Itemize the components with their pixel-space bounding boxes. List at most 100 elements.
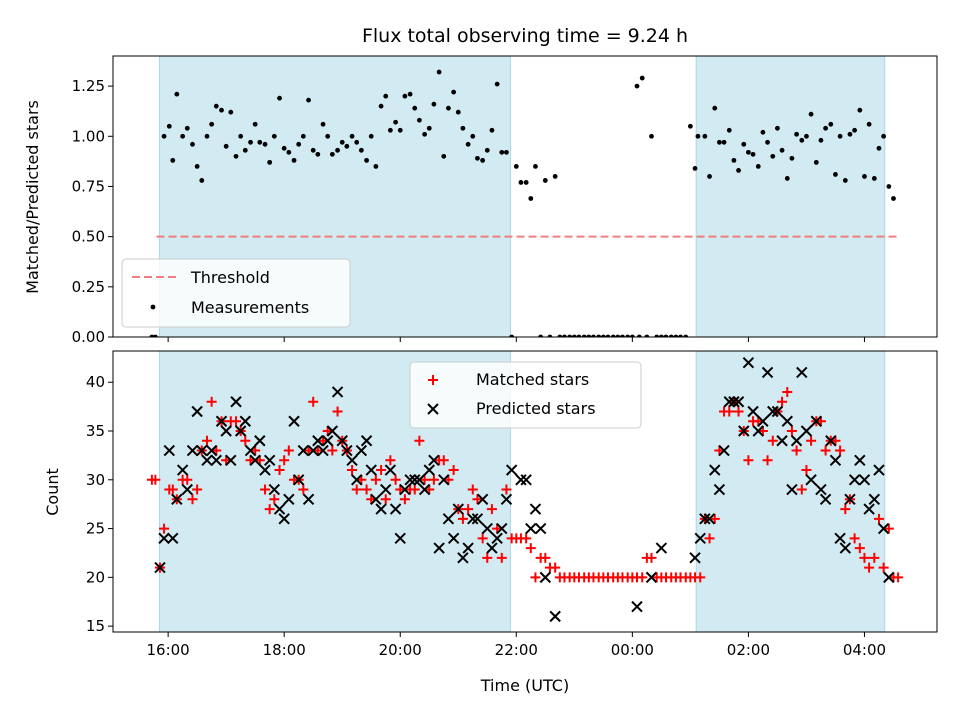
predicted-stars-point (307, 444, 319, 457)
measurement-point (736, 168, 741, 173)
bottom-y-axis-label: Count (43, 468, 62, 516)
measurement-point (658, 334, 664, 337)
measurement-point (344, 143, 350, 149)
measurement-point (170, 157, 176, 163)
measurement-point (581, 334, 587, 337)
matched-stars-point (231, 416, 242, 427)
predicted-stars-point (336, 435, 348, 447)
predicted-stars-point (848, 474, 861, 486)
measurement-point (426, 125, 432, 131)
matched-stars-legend-label: Matched stars (476, 370, 589, 389)
top-y-tick-label: 0.25 (72, 278, 105, 296)
predicted-stars-point (713, 483, 726, 496)
measurement-point (484, 147, 490, 153)
measurement-point (552, 174, 558, 179)
matched-stars-point (351, 484, 362, 495)
measurement-point (364, 157, 369, 163)
predicted-stars-point (655, 542, 668, 554)
measurement-point (726, 127, 732, 133)
predicted-stars-point (176, 464, 189, 476)
predicted-stars-point (631, 600, 643, 613)
measurement-point (629, 334, 635, 337)
measurement-point (881, 133, 887, 139)
predicted-stars-point (858, 474, 871, 486)
predicted-stars-point (825, 435, 837, 447)
matched-stars-point (893, 572, 904, 583)
measurement-point (683, 334, 689, 337)
matched-stars-point (521, 533, 532, 544)
predicted-stars-point (549, 610, 561, 623)
measurement-point (213, 103, 219, 109)
predicted-stars-point (757, 415, 769, 427)
measurement-point (470, 133, 476, 139)
predicted-stars-point (761, 366, 774, 379)
measurement-point (296, 141, 302, 147)
matched-stars-point (159, 523, 170, 534)
matched-stars-point (762, 455, 773, 466)
measurement-point (891, 196, 896, 201)
measurement-point (644, 334, 650, 337)
predicted-stars-point (868, 493, 881, 506)
predicted-stars-point (839, 542, 852, 554)
bottom-legend-box (409, 361, 642, 429)
measurement-point (489, 127, 495, 133)
matched-stars-point (414, 435, 425, 446)
predicted-stars-point (883, 571, 895, 584)
measurement-point (277, 95, 282, 101)
matched-stars-point (385, 455, 396, 466)
predicted-stars-point (234, 425, 247, 437)
predicted-stars-point (201, 454, 213, 466)
measurement-point (687, 123, 693, 129)
measurements-legend-swatch (150, 304, 156, 310)
matched-stars-point (308, 396, 319, 407)
predicted-stars-point (742, 357, 755, 369)
measurement-point (199, 178, 205, 183)
bottom-x-tick-label: 18:00 (263, 641, 306, 659)
matched-stars-point (733, 406, 744, 417)
predicted-stars-point (351, 474, 363, 486)
matched-stars-point (264, 504, 275, 515)
measurement-point (335, 147, 340, 153)
measurement-point (306, 97, 311, 103)
measurement-point (538, 334, 544, 337)
measurement-point (591, 334, 596, 337)
measurement-point (383, 93, 389, 99)
predicted-stars-point (355, 444, 368, 457)
measurement-point (402, 93, 408, 99)
measurement-point (451, 89, 457, 95)
matched-stars-point (332, 406, 343, 417)
measurement-point (586, 334, 592, 337)
predicted-stars-point (158, 532, 170, 545)
matched-stars-point (472, 494, 483, 505)
predicted-stars-point (423, 464, 435, 476)
predicted-stars-point (249, 454, 261, 466)
predicted-stars-point (481, 522, 493, 535)
predicted-stars-point (263, 454, 276, 466)
measurement-point (808, 111, 814, 117)
measurement-point (770, 153, 776, 159)
matched-stars-point (854, 543, 865, 554)
predicted-stars-point (230, 396, 242, 408)
measurement-point (823, 125, 828, 131)
predicted-stars-point (747, 405, 759, 418)
measurement-point (871, 176, 877, 181)
measurement-point (620, 334, 625, 337)
predicted-stars-point (268, 483, 281, 496)
matched-stars-point (482, 552, 493, 563)
bottom-x-tick-label: 04:00 (843, 641, 886, 659)
measurement-point (746, 149, 751, 155)
predicted-stars-point (163, 444, 175, 457)
measurement-point (412, 105, 418, 111)
measurement-point (174, 91, 180, 97)
measurement-point (794, 131, 799, 137)
matched-stars-point (361, 484, 372, 495)
matched-stars-point (419, 474, 430, 485)
matched-stars-point (390, 474, 401, 485)
matched-stars-point (709, 513, 720, 524)
measurement-point (886, 184, 892, 189)
predicted-stars-point (529, 503, 542, 515)
measurement-point (436, 69, 442, 75)
predicted-stars-point (254, 435, 266, 447)
matched-stars-point (782, 386, 793, 397)
